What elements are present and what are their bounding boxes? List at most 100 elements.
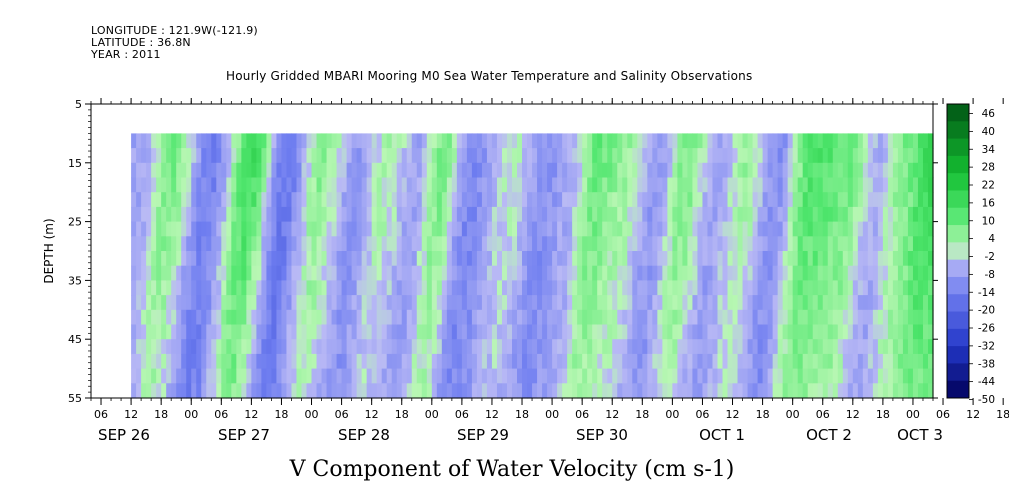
heatmap-cell xyxy=(837,133,844,149)
heatmap-cell xyxy=(476,295,483,311)
heatmap-cell xyxy=(476,177,483,193)
heatmap-cell xyxy=(301,280,308,296)
heatmap-cell xyxy=(391,309,398,326)
heatmap-cell xyxy=(136,280,142,296)
heatmap-cell xyxy=(441,221,448,237)
heatmap-cell xyxy=(622,251,628,267)
heatmap-cell xyxy=(537,236,543,252)
heatmap-cell xyxy=(166,133,172,149)
heatmap-cell xyxy=(206,177,212,193)
heatmap-cell xyxy=(722,162,729,179)
heatmap-cell xyxy=(506,309,513,326)
heatmap-cell xyxy=(281,280,288,296)
heatmap-cell xyxy=(892,368,899,384)
heatmap-cell xyxy=(296,295,303,311)
heatmap-cell xyxy=(451,221,458,237)
heatmap-cell xyxy=(667,133,673,149)
heatmap-cell xyxy=(286,265,293,281)
heatmap-cell xyxy=(827,206,834,223)
heatmap-cell xyxy=(787,383,794,399)
heatmap-cell xyxy=(386,206,393,223)
heatmap-cell xyxy=(251,236,257,252)
heatmap-cell xyxy=(737,206,744,223)
heatmap-cell xyxy=(276,368,283,384)
heatmap-cell xyxy=(166,339,172,355)
heatmap-cell xyxy=(752,177,759,193)
heatmap-cell xyxy=(842,280,849,296)
heatmap-cell xyxy=(542,383,548,399)
heatmap-cell xyxy=(572,368,578,384)
heatmap-cell xyxy=(747,206,754,223)
heatmap-cell xyxy=(657,295,663,311)
heatmap-cell xyxy=(441,192,448,208)
heatmap-cell xyxy=(892,383,899,399)
heatmap-cell xyxy=(231,309,237,326)
heatmap-cell xyxy=(792,280,799,296)
heatmap-cell xyxy=(211,383,217,399)
heatmap-cell xyxy=(777,192,784,208)
colorbar-swatch xyxy=(947,225,969,243)
heatmap-cell xyxy=(812,192,819,208)
heatmap-cell xyxy=(461,177,468,193)
heatmap-cell xyxy=(857,383,864,399)
heatmap-cell xyxy=(386,162,393,179)
heatmap-cell xyxy=(782,192,789,208)
heatmap-cell xyxy=(902,339,909,355)
heatmap-cell xyxy=(632,251,638,267)
heatmap-cell xyxy=(356,280,363,296)
heatmap-cell xyxy=(256,280,262,296)
heatmap-cell xyxy=(506,206,513,223)
heatmap-cell xyxy=(542,236,548,252)
heatmap-cell xyxy=(732,368,739,384)
heatmap-cell xyxy=(927,162,934,179)
heatmap-cell xyxy=(662,368,668,384)
heatmap-cell xyxy=(867,133,874,149)
heatmap-cell xyxy=(376,206,383,223)
heatmap-cell xyxy=(827,353,834,370)
heatmap-cell xyxy=(341,339,348,355)
heatmap-cell xyxy=(912,339,919,355)
heatmap-cell xyxy=(882,309,889,326)
heatmap-cell xyxy=(416,206,423,223)
heatmap-cell xyxy=(722,251,729,267)
heatmap-cell xyxy=(421,280,428,296)
heatmap-cell xyxy=(456,265,463,281)
heatmap-cell xyxy=(431,251,438,267)
heatmap-cell xyxy=(416,368,423,384)
colorbar-label: 46 xyxy=(982,108,996,120)
heatmap-cell xyxy=(767,236,774,252)
heatmap-cell xyxy=(496,295,503,311)
heatmap-cell xyxy=(797,295,804,311)
heatmap-cell xyxy=(697,309,704,326)
heatmap-cell xyxy=(256,295,262,311)
heatmap-cell xyxy=(286,280,293,296)
heatmap-cell xyxy=(687,251,694,267)
heatmap-cell xyxy=(652,324,658,340)
heatmap-cell xyxy=(547,177,553,193)
heatmap-cell xyxy=(592,221,598,237)
heatmap-cell xyxy=(907,280,914,296)
heatmap-cell xyxy=(451,309,458,326)
heatmap-cell xyxy=(461,368,468,384)
heatmap-cell xyxy=(767,265,774,281)
heatmap-cell xyxy=(552,324,558,340)
heatmap-cell xyxy=(471,368,478,384)
heatmap-cell xyxy=(386,265,393,281)
heatmap-cell xyxy=(512,177,518,193)
heatmap-cell xyxy=(491,368,498,384)
heatmap-cell xyxy=(281,309,288,326)
heatmap-cell xyxy=(181,295,187,311)
colorbar-swatch xyxy=(947,190,969,209)
heatmap-cell xyxy=(271,309,278,326)
heatmap-cell xyxy=(662,236,668,252)
heatmap-cell xyxy=(872,295,879,311)
heatmap-cell xyxy=(887,353,894,370)
heatmap-cell xyxy=(727,309,734,326)
heatmap-cell xyxy=(572,148,578,164)
heatmap-cell xyxy=(787,206,794,223)
heatmap-cell xyxy=(822,324,829,340)
heatmap-cell xyxy=(391,368,398,384)
heatmap-cell xyxy=(677,162,683,179)
heatmap-cell xyxy=(151,148,157,164)
heatmap-cell xyxy=(276,162,283,179)
